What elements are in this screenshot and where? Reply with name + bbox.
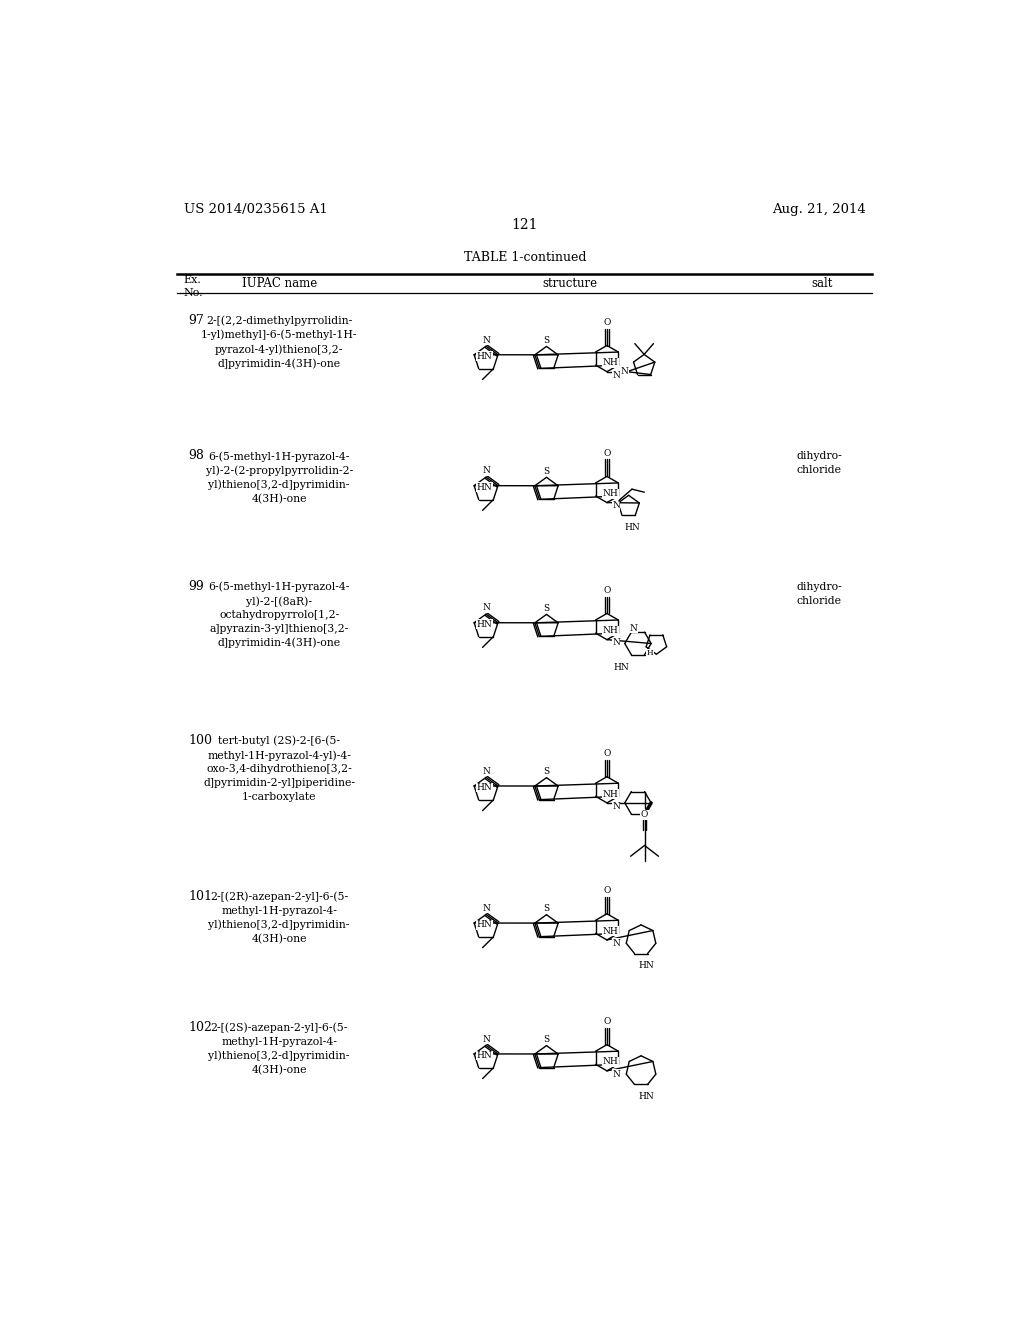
Text: dihydro-
chloride: dihydro- chloride [796, 582, 842, 606]
Text: 2-[(2,2-dimethylpyrrolidin-
1-yl)methyl]-6-(5-methyl-1H-
pyrazol-4-yl)thieno[3,2: 2-[(2,2-dimethylpyrrolidin- 1-yl)methyl]… [201, 315, 357, 370]
Text: 6-(5-methyl-1H-pyrazol-4-
yl)-2-[(8aR)-
octahydropyrrolo[1,2-
a]pyrazin-3-yl]thi: 6-(5-methyl-1H-pyrazol-4- yl)-2-[(8aR)- … [209, 582, 350, 648]
Text: N: N [483, 767, 490, 776]
Text: 6-(5-methyl-1H-pyrazol-4-
yl)-2-(2-propylpyrrolidin-2-
yl)thieno[3,2-d]pyrimidin: 6-(5-methyl-1H-pyrazol-4- yl)-2-(2-propy… [206, 451, 352, 504]
Text: NH: NH [602, 358, 618, 367]
Text: S: S [544, 467, 550, 475]
Text: 101: 101 [188, 890, 212, 903]
Text: Ex.
No.: Ex. No. [183, 276, 204, 298]
Text: dihydro-
chloride: dihydro- chloride [796, 451, 842, 475]
Text: N: N [612, 939, 620, 948]
Text: N: N [483, 1035, 490, 1044]
Text: tert-butyl (2S)-2-[6-(5-
methyl-1H-pyrazol-4-yl)-4-
oxo-3,4-dihydrothieno[3,2-
d: tert-butyl (2S)-2-[6-(5- methyl-1H-pyraz… [203, 737, 355, 801]
Text: N: N [483, 603, 490, 612]
Text: O: O [603, 586, 610, 595]
Text: 2-[(2R)-azepan-2-yl]-6-(5-
methyl-1H-pyrazol-4-
yl)thieno[3,2-d]pyrimidin-
4(3H): 2-[(2R)-azepan-2-yl]-6-(5- methyl-1H-pyr… [209, 891, 350, 944]
Text: N: N [483, 904, 490, 912]
Text: N: N [630, 624, 638, 632]
Text: N: N [621, 367, 629, 376]
Text: O: O [641, 810, 648, 820]
Text: HN: HN [477, 483, 493, 491]
Text: HN: HN [477, 352, 493, 360]
Text: O: O [603, 1018, 610, 1026]
Text: O: O [603, 750, 610, 758]
Text: N: N [483, 466, 490, 475]
Text: HN: HN [477, 620, 493, 628]
Text: HN: HN [477, 783, 493, 792]
Text: 2-[(2S)-azepan-2-yl]-6-(5-
methyl-1H-pyrazol-4-
yl)thieno[3,2-d]pyrimidin-
4(3H): 2-[(2S)-azepan-2-yl]-6-(5- methyl-1H-pyr… [209, 1022, 350, 1074]
Text: structure: structure [542, 277, 597, 290]
Text: HN: HN [477, 1051, 493, 1060]
Text: N: N [483, 335, 490, 345]
Text: salt: salt [811, 277, 833, 290]
Text: NH: NH [602, 626, 618, 635]
Text: O: O [603, 318, 610, 327]
Text: S: S [544, 335, 550, 345]
Text: NH: NH [602, 927, 618, 936]
Text: N: N [612, 1069, 620, 1078]
Text: N: N [612, 801, 620, 810]
Text: HN: HN [613, 663, 629, 672]
Text: S: S [544, 767, 550, 776]
Text: 97: 97 [188, 314, 204, 327]
Text: NH: NH [602, 789, 618, 799]
Text: NH: NH [602, 1057, 618, 1067]
Text: 99: 99 [188, 581, 204, 594]
Text: HN: HN [625, 523, 640, 532]
Text: 121: 121 [512, 218, 538, 232]
Text: N: N [612, 371, 620, 380]
Text: Aug. 21, 2014: Aug. 21, 2014 [772, 203, 866, 216]
Text: HN: HN [638, 961, 654, 970]
Text: TABLE 1-continued: TABLE 1-continued [464, 251, 586, 264]
Text: H: H [647, 649, 653, 657]
Text: N: N [612, 639, 620, 648]
Text: HN: HN [477, 920, 493, 929]
Text: HN: HN [638, 1092, 654, 1101]
Text: NH: NH [602, 490, 618, 498]
Text: S: S [544, 603, 550, 612]
Text: US 2014/0235615 A1: US 2014/0235615 A1 [183, 203, 328, 216]
Text: 98: 98 [188, 449, 205, 462]
Text: 102: 102 [188, 1020, 212, 1034]
Text: O: O [603, 886, 610, 895]
Text: O: O [603, 449, 610, 458]
Text: N: N [612, 502, 620, 511]
Text: S: S [544, 904, 550, 913]
Text: S: S [544, 1035, 550, 1044]
Text: IUPAC name: IUPAC name [242, 277, 316, 290]
Text: 100: 100 [188, 734, 212, 747]
